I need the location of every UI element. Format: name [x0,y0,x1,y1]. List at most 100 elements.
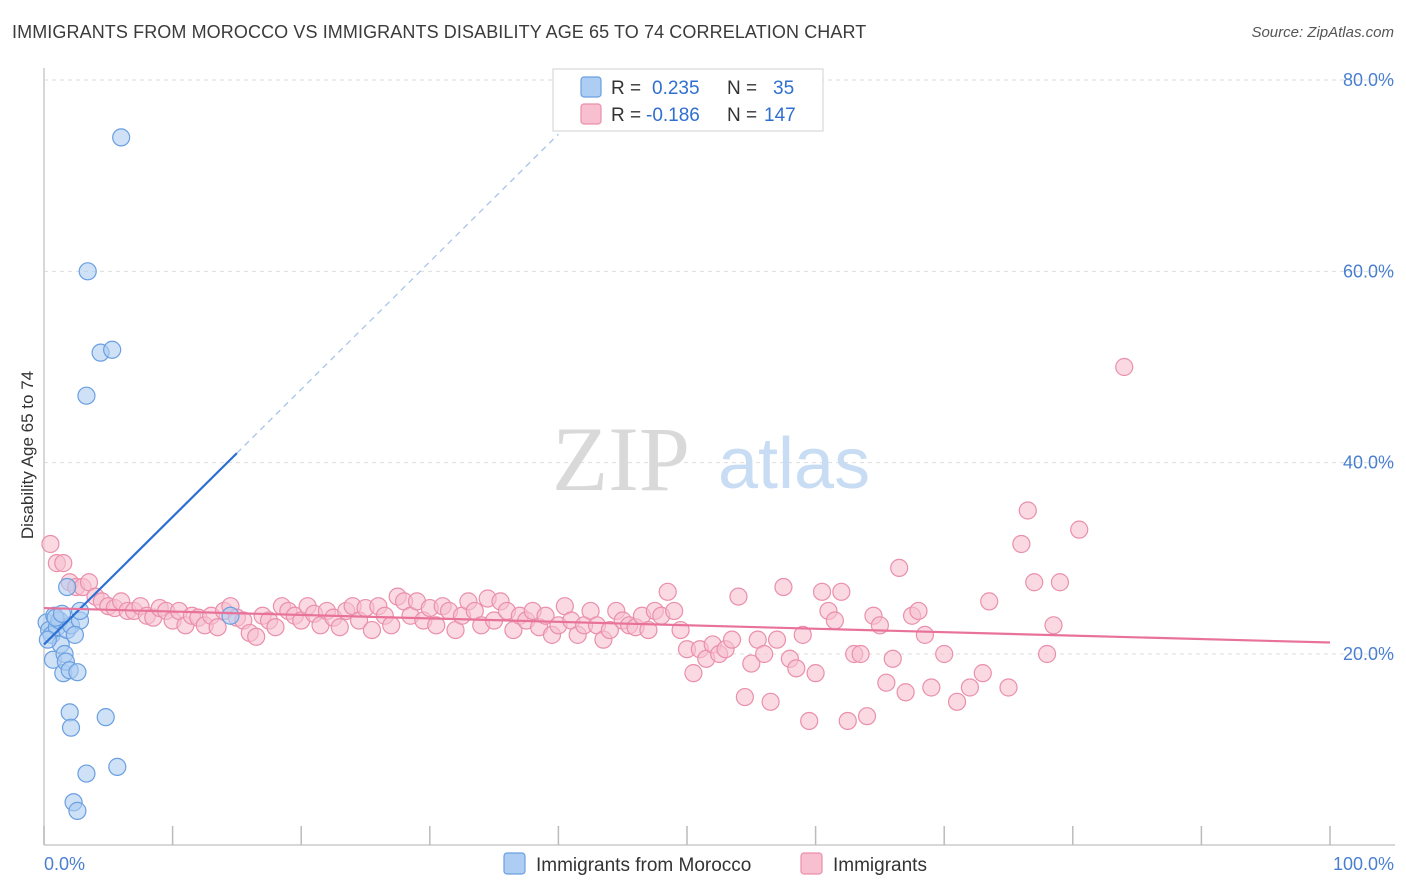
point-immigrants-97 [665,601,684,621]
point-immigrants-147 [1037,644,1057,664]
point-immigrants-123 [832,582,851,601]
point-immigrants-113 [767,630,787,649]
point-immigrants-108 [735,687,754,707]
point-immigrants-53 [382,616,401,635]
watermark: ZIP atlas [552,408,870,510]
source-credit: Source: ZipAtlas.com [1251,24,1394,41]
point-morocco-20 [96,708,115,727]
point-immigrants-26 [208,618,227,637]
point-immigrants-50 [362,620,382,640]
point-immigrants-130 [877,673,896,692]
legend-swatch-morocco [580,76,602,98]
point-immigrants-100 [684,664,703,683]
y-tick-labels: 20.0% 40.0% 60.0% 80.0% [1343,70,1394,664]
point-immigrants-87 [600,620,619,640]
trend-line-morocco [43,452,238,646]
point-immigrants-150 [1070,520,1089,539]
point-immigrants-116 [787,659,806,678]
point-immigrants-107 [729,587,748,606]
point-immigrants-60 [427,616,446,635]
point-immigrants-135 [909,601,928,621]
legend-r-value-immigrants: -0.186 [646,105,700,126]
point-immigrants-126 [851,644,870,664]
point-immigrants-143 [999,678,1018,697]
point-immigrants-124 [838,711,857,731]
point-morocco-15 [68,663,87,682]
bottom-legend: Immigrants from Morocco Immigrants [503,852,927,876]
point-morocco-18 [60,703,79,722]
point-morocco-25 [78,262,97,281]
point-morocco-27 [103,340,122,359]
point-immigrants-151 [1115,357,1134,377]
point-immigrants-133 [896,683,915,702]
grid-lines [44,79,1395,655]
point-immigrants-142 [980,592,999,611]
y-tick-label-20: 20.0% [1343,644,1394,664]
legend-n-value-immigrants: 147 [764,105,796,126]
series-immigrants-points [41,357,1134,731]
point-immigrants-0 [41,534,60,554]
legend-n-label-morocco: N = [727,78,757,99]
point-immigrants-148 [1044,616,1063,635]
y-tick-label-80: 80.0% [1343,70,1394,90]
y-axis-label: Disability Age 65 to 74 [18,371,37,539]
point-morocco-28 [77,386,96,405]
series-morocco-points [37,128,240,820]
point-immigrants-137 [922,678,941,697]
point-immigrants-93 [639,620,658,640]
point-immigrants-146 [1025,573,1044,592]
point-immigrants-32 [247,627,266,646]
point-immigrants-111 [755,644,774,664]
point-immigrants-139 [947,692,967,711]
point-immigrants-35 [266,618,285,637]
point-immigrants-96 [658,582,677,601]
point-immigrants-109 [742,654,761,673]
point-morocco-30 [221,606,240,625]
point-immigrants-138 [935,644,954,664]
point-morocco-21 [77,764,96,783]
legend-box: R = 0.235 N = 35 R = -0.186 N = 147 [552,68,824,132]
point-morocco-34 [65,625,84,644]
legend-r-value-morocco: 0.235 [652,78,700,99]
point-immigrants-136 [915,625,935,644]
point-morocco-29 [112,128,131,147]
point-immigrants-117 [793,625,812,644]
point-immigrants-145 [1018,501,1037,520]
x-tick-label-max: 100.0% [1333,854,1394,874]
point-immigrants-131 [883,649,902,668]
point-immigrants-106 [722,630,742,649]
y-tick-label-40: 40.0% [1343,453,1394,473]
bottom-legend-label-morocco: Immigrants from Morocco [536,855,751,876]
point-immigrants-77 [536,606,555,625]
legend-r-label-immigrants: R = [611,105,641,126]
point-immigrants-114 [774,577,793,597]
bottom-legend-swatch-morocco [503,852,526,875]
point-immigrants-140 [960,678,980,697]
watermark-zip: ZIP [552,408,690,510]
point-morocco-24 [68,801,87,820]
legend-n-label-immigrants: N = [727,105,757,126]
point-morocco-19 [61,718,81,737]
axes [43,68,1395,846]
point-immigrants-149 [1050,573,1070,592]
point-morocco-17 [70,601,90,621]
point-morocco-12 [58,577,77,597]
point-immigrants-120 [812,582,832,601]
trend-line-morocco-extension [236,133,559,454]
watermark-atlas: atlas [718,424,870,504]
point-immigrants-112 [761,692,780,711]
legend-swatch-immigrants [580,103,602,125]
point-immigrants-141 [973,664,992,683]
point-morocco-22 [108,757,127,776]
legend-n-value-morocco: 35 [773,78,794,99]
trend-line-immigrants [43,606,1331,644]
bottom-legend-label-immigrants: Immigrants [833,855,927,876]
y-tick-label-60: 60.0% [1343,261,1394,281]
point-immigrants-2 [54,554,73,573]
point-immigrants-45 [330,618,349,637]
chart-title: IMMIGRANTS FROM MOROCCO VS IMMIGRANTS DI… [12,22,867,42]
legend-r-label-morocco: R = [611,78,641,99]
point-immigrants-132 [890,558,909,578]
point-immigrants-127 [857,707,877,726]
